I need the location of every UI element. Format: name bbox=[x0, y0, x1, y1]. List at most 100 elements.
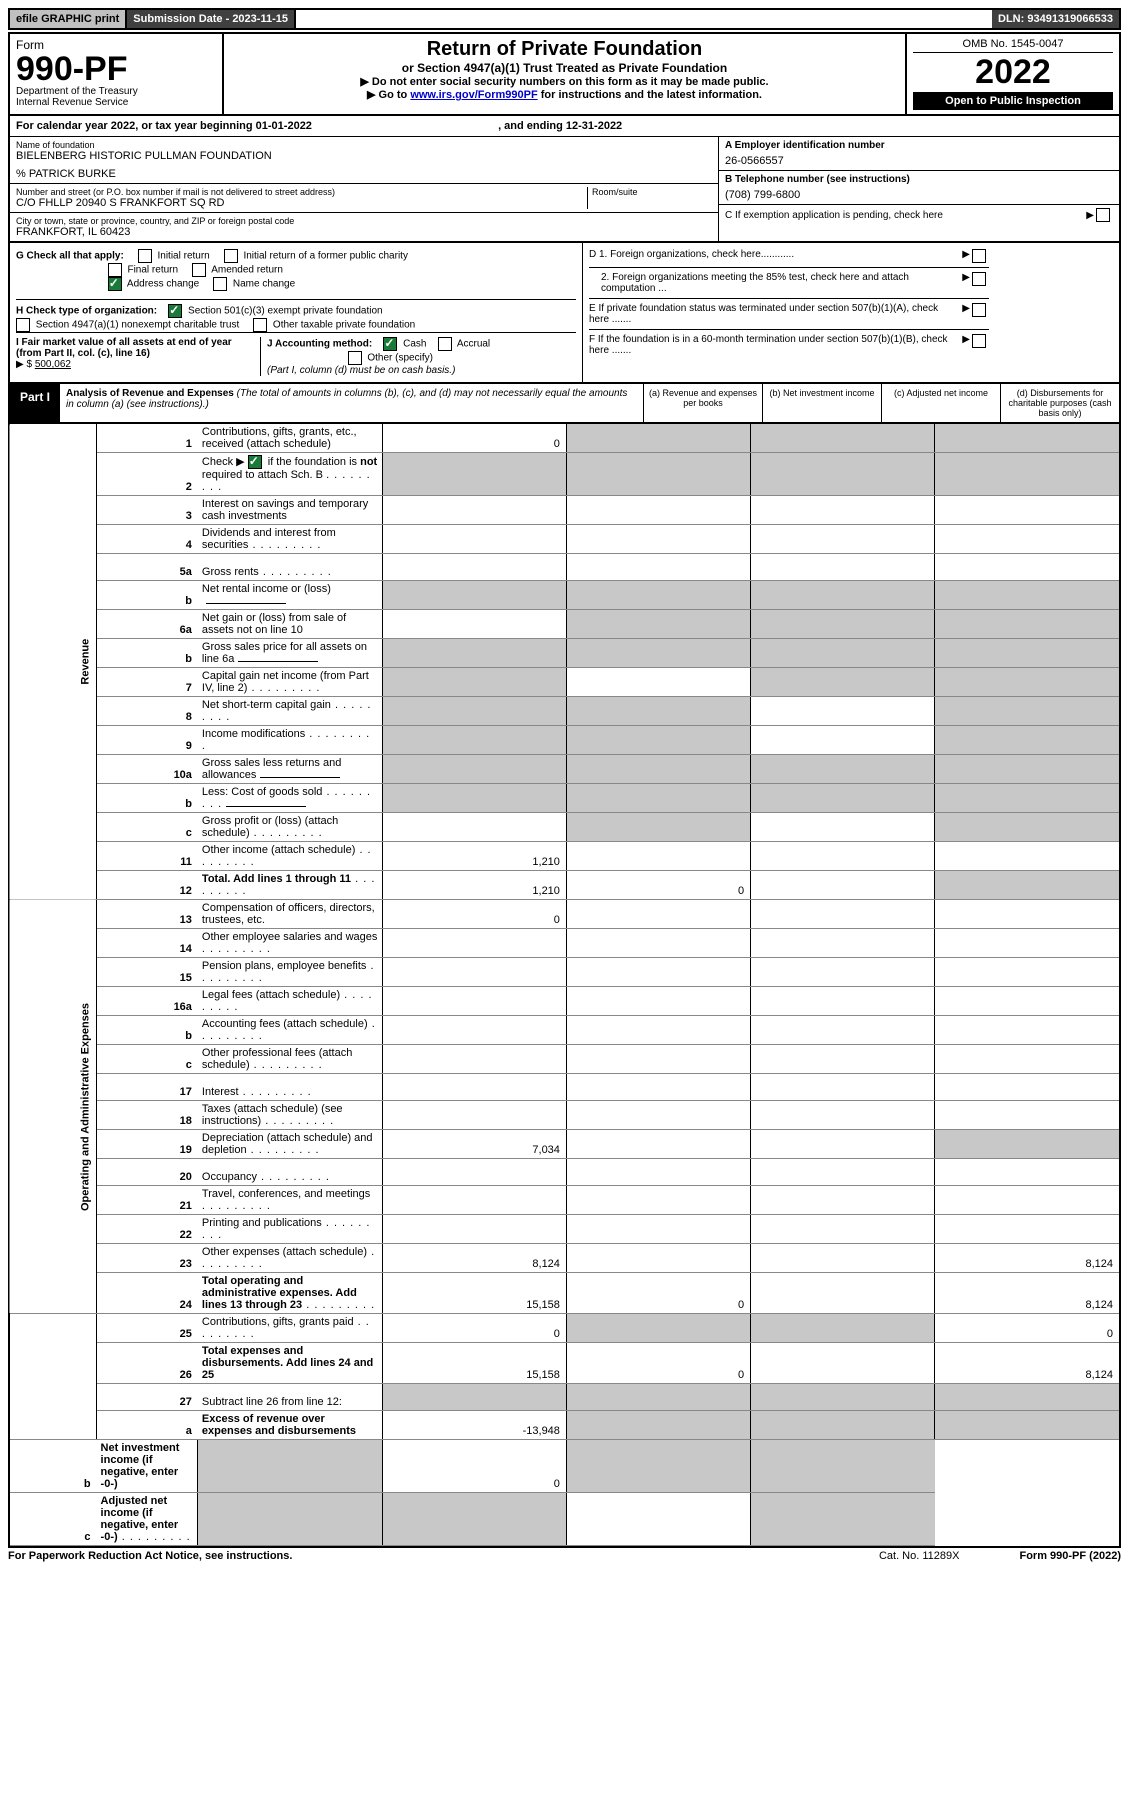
amount-cell bbox=[382, 1384, 566, 1411]
line-description: Gross sales less returns and allowances bbox=[198, 755, 382, 784]
4947-chk[interactable] bbox=[16, 318, 30, 332]
amount-cell bbox=[751, 1186, 935, 1215]
address-change-chk[interactable] bbox=[108, 277, 122, 291]
caly-mid: , and ending bbox=[498, 120, 566, 132]
initial-former-chk[interactable] bbox=[224, 249, 238, 263]
amount-cell bbox=[935, 958, 1120, 987]
table-row: 12Total. Add lines 1 through 111,2100 bbox=[9, 871, 1120, 900]
amount-cell bbox=[935, 610, 1120, 639]
c-checkbox[interactable] bbox=[1096, 208, 1110, 222]
amount-cell bbox=[566, 958, 750, 987]
amount-cell bbox=[751, 1101, 935, 1130]
i-prefix: ▶ $ bbox=[16, 359, 32, 370]
d2-chk[interactable] bbox=[972, 272, 986, 286]
line-description: Net gain or (loss) from sale of assets n… bbox=[198, 610, 382, 639]
f-chk[interactable] bbox=[972, 334, 986, 348]
instr2-pre: ▶ Go to bbox=[367, 89, 410, 101]
form-header: Form 990-PF Department of the Treasury I… bbox=[8, 32, 1121, 116]
amount-cell bbox=[935, 1101, 1120, 1130]
e-chk[interactable] bbox=[972, 303, 986, 317]
line-number: 10a bbox=[97, 755, 198, 784]
cash-chk[interactable] bbox=[383, 337, 397, 351]
other-taxable-chk[interactable] bbox=[253, 318, 267, 332]
amount-cell bbox=[935, 1159, 1120, 1186]
i-label: I Fair market value of all assets at end… bbox=[16, 337, 232, 359]
name-cell: Name of foundation BIELENBERG HISTORIC P… bbox=[10, 137, 718, 184]
d1-chk[interactable] bbox=[972, 249, 986, 263]
amount-cell bbox=[566, 1384, 750, 1411]
footer-form: Form 990-PF (2022) bbox=[1019, 1550, 1121, 1562]
line-number: b bbox=[97, 1016, 198, 1045]
d2: 2. Foreign organizations meeting the 85%… bbox=[589, 272, 960, 294]
line-description: Net investment income (if negative, ente… bbox=[97, 1440, 198, 1493]
amount-cell bbox=[751, 453, 935, 496]
amount-cell bbox=[566, 525, 750, 554]
submission-date: Submission Date - 2023-11-15 bbox=[127, 10, 296, 28]
line-description: Taxes (attach schedule) (see instruction… bbox=[198, 1101, 382, 1130]
top-bar: efile GRAPHIC print Submission Date - 20… bbox=[8, 8, 1121, 30]
501c3-chk[interactable] bbox=[168, 304, 182, 318]
line-number: 14 bbox=[97, 929, 198, 958]
amount-cell bbox=[935, 871, 1120, 900]
amount-cell bbox=[751, 958, 935, 987]
amount-cell bbox=[751, 1045, 935, 1074]
line-number: 21 bbox=[97, 1186, 198, 1215]
line-number: 5a bbox=[97, 554, 198, 581]
amount-cell: 15,158 bbox=[382, 1343, 566, 1384]
amount-cell bbox=[566, 554, 750, 581]
header-center: Return of Private Foundation or Section … bbox=[224, 34, 907, 114]
table-row: 27Subtract line 26 from line 12: bbox=[9, 1384, 1120, 1411]
table-row: bAccounting fees (attach schedule) bbox=[9, 1016, 1120, 1045]
address: C/O FHLLP 20940 S FRANKFORT SQ RD bbox=[16, 197, 587, 209]
col-a-head: (a) Revenue and expenses per books bbox=[643, 384, 762, 422]
amount-cell bbox=[935, 929, 1120, 958]
amount-cell bbox=[751, 697, 935, 726]
amount-cell bbox=[935, 987, 1120, 1016]
final-return-chk[interactable] bbox=[108, 263, 122, 277]
line-number: 15 bbox=[97, 958, 198, 987]
ein: 26-0566557 bbox=[725, 155, 1113, 167]
room-label: Room/suite bbox=[592, 187, 712, 197]
line-description: Contributions, gifts, grants, etc., rece… bbox=[198, 424, 382, 453]
phone-label: B Telephone number (see instructions) bbox=[725, 174, 1113, 185]
schb-chk[interactable] bbox=[248, 455, 262, 469]
initial-return-chk[interactable] bbox=[138, 249, 152, 263]
footer-cat: Cat. No. 11289X bbox=[879, 1550, 960, 1562]
g-final: Final return bbox=[127, 265, 178, 276]
line-number: 26 bbox=[97, 1343, 198, 1384]
efile-label[interactable]: efile GRAPHIC print bbox=[10, 10, 127, 28]
mid-checks: G Check all that apply: Initial return I… bbox=[8, 243, 1121, 384]
care-of: % PATRICK BURKE bbox=[16, 168, 712, 180]
line-number: b bbox=[97, 639, 198, 668]
amended-return-chk[interactable] bbox=[192, 263, 206, 277]
amount-cell bbox=[935, 842, 1120, 871]
amount-cell: 0 bbox=[566, 1273, 750, 1314]
instructions-link[interactable]: www.irs.gov/Form990PF bbox=[410, 89, 537, 101]
col-c-head: (c) Adjusted net income bbox=[881, 384, 1000, 422]
amount-cell bbox=[935, 1186, 1120, 1215]
line-description: Less: Cost of goods sold bbox=[198, 784, 382, 813]
amount-cell bbox=[751, 639, 935, 668]
amount-cell bbox=[382, 639, 566, 668]
table-row: bLess: Cost of goods sold bbox=[9, 784, 1120, 813]
amount-cell: 0 bbox=[935, 1314, 1120, 1343]
amount-cell bbox=[382, 610, 566, 639]
dept: Department of the Treasury bbox=[16, 86, 216, 97]
table-row: 5aGross rents bbox=[9, 554, 1120, 581]
line-description: Gross rents bbox=[198, 554, 382, 581]
amount-cell bbox=[751, 842, 935, 871]
city-cell: City or town, state or province, country… bbox=[10, 213, 718, 241]
form-number: 990-PF bbox=[16, 52, 216, 86]
other-specify-chk[interactable] bbox=[348, 351, 362, 365]
amount-cell bbox=[566, 900, 750, 929]
line-number: c bbox=[97, 813, 198, 842]
j-note: (Part I, column (d) must be on cash basi… bbox=[267, 365, 455, 376]
mid-left: G Check all that apply: Initial return I… bbox=[10, 243, 583, 382]
header-left: Form 990-PF Department of the Treasury I… bbox=[10, 34, 224, 114]
exempt-cell: C If exemption application is pending, c… bbox=[719, 205, 1119, 225]
amount-cell bbox=[751, 1493, 935, 1546]
name-change-chk[interactable] bbox=[213, 277, 227, 291]
amount-cell bbox=[566, 610, 750, 639]
accrual-chk[interactable] bbox=[438, 337, 452, 351]
table-row: 6aNet gain or (loss) from sale of assets… bbox=[9, 610, 1120, 639]
